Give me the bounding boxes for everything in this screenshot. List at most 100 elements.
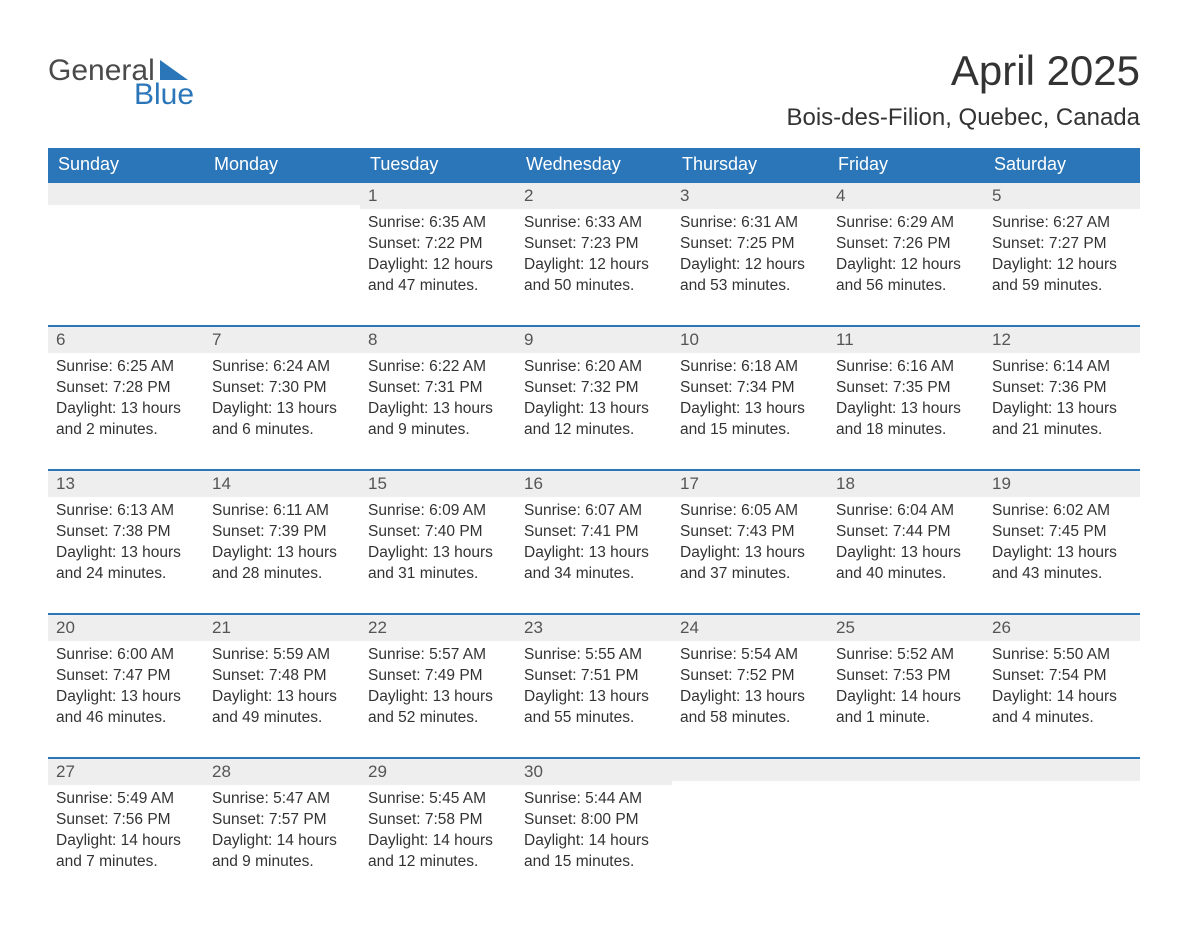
sunset-text: Sunset: 7:34 PM (680, 378, 820, 399)
day-number (672, 759, 828, 781)
sunset-text: Sunset: 7:35 PM (836, 378, 976, 399)
dow-thursday: Thursday (672, 148, 828, 182)
sunrise-text: Sunrise: 5:45 AM (368, 789, 508, 810)
day-number: 7 (204, 327, 360, 353)
calendar-day-cell (828, 758, 984, 902)
day-number: 13 (48, 471, 204, 497)
day-body: Sunrise: 5:45 AMSunset: 7:58 PMDaylight:… (360, 785, 516, 879)
calendar-page: General Blue April 2025 Bois-des-Filion,… (0, 0, 1188, 942)
sunrise-text: Sunrise: 5:59 AM (212, 645, 352, 666)
logo-text-blue: Blue (134, 78, 194, 110)
sunrise-text: Sunrise: 6:00 AM (56, 645, 196, 666)
daylight-text: Daylight: 13 hours and 40 minutes. (836, 543, 976, 585)
day-body: Sunrise: 6:00 AMSunset: 7:47 PMDaylight:… (48, 641, 204, 735)
day-body: Sunrise: 5:57 AMSunset: 7:49 PMDaylight:… (360, 641, 516, 735)
daylight-text: Daylight: 12 hours and 56 minutes. (836, 255, 976, 297)
day-number: 18 (828, 471, 984, 497)
calendar-day-cell: 10Sunrise: 6:18 AMSunset: 7:34 PMDayligh… (672, 326, 828, 470)
calendar-day-cell: 13Sunrise: 6:13 AMSunset: 7:38 PMDayligh… (48, 470, 204, 614)
sunrise-text: Sunrise: 5:47 AM (212, 789, 352, 810)
day-number: 5 (984, 183, 1140, 209)
calendar-day-cell: 19Sunrise: 6:02 AMSunset: 7:45 PMDayligh… (984, 470, 1140, 614)
calendar-week-row: 13Sunrise: 6:13 AMSunset: 7:38 PMDayligh… (48, 470, 1140, 614)
day-body: Sunrise: 6:04 AMSunset: 7:44 PMDaylight:… (828, 497, 984, 591)
day-body: Sunrise: 5:44 AMSunset: 8:00 PMDaylight:… (516, 785, 672, 879)
sunset-text: Sunset: 7:43 PM (680, 522, 820, 543)
daylight-text: Daylight: 12 hours and 47 minutes. (368, 255, 508, 297)
calendar-day-cell: 28Sunrise: 5:47 AMSunset: 7:57 PMDayligh… (204, 758, 360, 902)
calendar-day-cell: 26Sunrise: 5:50 AMSunset: 7:54 PMDayligh… (984, 614, 1140, 758)
day-body: Sunrise: 6:16 AMSunset: 7:35 PMDaylight:… (828, 353, 984, 447)
sunset-text: Sunset: 7:27 PM (992, 234, 1132, 255)
calendar-day-cell: 22Sunrise: 5:57 AMSunset: 7:49 PMDayligh… (360, 614, 516, 758)
calendar-day-cell: 16Sunrise: 6:07 AMSunset: 7:41 PMDayligh… (516, 470, 672, 614)
day-number (204, 183, 360, 205)
calendar-day-cell: 23Sunrise: 5:55 AMSunset: 7:51 PMDayligh… (516, 614, 672, 758)
day-number: 1 (360, 183, 516, 209)
day-number: 20 (48, 615, 204, 641)
day-number: 11 (828, 327, 984, 353)
day-body (672, 781, 828, 791)
sunrise-text: Sunrise: 5:52 AM (836, 645, 976, 666)
daylight-text: Daylight: 14 hours and 4 minutes. (992, 687, 1132, 729)
day-body: Sunrise: 6:35 AMSunset: 7:22 PMDaylight:… (360, 209, 516, 303)
daylight-text: Daylight: 12 hours and 59 minutes. (992, 255, 1132, 297)
sunset-text: Sunset: 7:26 PM (836, 234, 976, 255)
day-body: Sunrise: 6:18 AMSunset: 7:34 PMDaylight:… (672, 353, 828, 447)
calendar-week-row: 27Sunrise: 5:49 AMSunset: 7:56 PMDayligh… (48, 758, 1140, 902)
sunset-text: Sunset: 8:00 PM (524, 810, 664, 831)
sunset-text: Sunset: 7:56 PM (56, 810, 196, 831)
daylight-text: Daylight: 13 hours and 34 minutes. (524, 543, 664, 585)
day-number: 19 (984, 471, 1140, 497)
calendar-day-cell: 1Sunrise: 6:35 AMSunset: 7:22 PMDaylight… (360, 182, 516, 326)
sunrise-text: Sunrise: 5:57 AM (368, 645, 508, 666)
calendar-day-cell: 12Sunrise: 6:14 AMSunset: 7:36 PMDayligh… (984, 326, 1140, 470)
calendar-day-cell (204, 182, 360, 326)
sunrise-text: Sunrise: 6:09 AM (368, 501, 508, 522)
calendar-body: 1Sunrise: 6:35 AMSunset: 7:22 PMDaylight… (48, 182, 1140, 902)
sunset-text: Sunset: 7:36 PM (992, 378, 1132, 399)
calendar-day-cell: 7Sunrise: 6:24 AMSunset: 7:30 PMDaylight… (204, 326, 360, 470)
sunset-text: Sunset: 7:25 PM (680, 234, 820, 255)
day-body: Sunrise: 6:27 AMSunset: 7:27 PMDaylight:… (984, 209, 1140, 303)
daylight-text: Daylight: 13 hours and 37 minutes. (680, 543, 820, 585)
sunrise-text: Sunrise: 6:27 AM (992, 213, 1132, 234)
page-title: April 2025 (786, 50, 1140, 92)
sunrise-text: Sunrise: 6:31 AM (680, 213, 820, 234)
day-body: Sunrise: 6:11 AMSunset: 7:39 PMDaylight:… (204, 497, 360, 591)
sunrise-text: Sunrise: 5:49 AM (56, 789, 196, 810)
sunrise-text: Sunrise: 6:22 AM (368, 357, 508, 378)
day-number: 6 (48, 327, 204, 353)
day-body: Sunrise: 6:33 AMSunset: 7:23 PMDaylight:… (516, 209, 672, 303)
calendar-week-row: 1Sunrise: 6:35 AMSunset: 7:22 PMDaylight… (48, 182, 1140, 326)
day-body: Sunrise: 6:20 AMSunset: 7:32 PMDaylight:… (516, 353, 672, 447)
calendar-day-cell: 27Sunrise: 5:49 AMSunset: 7:56 PMDayligh… (48, 758, 204, 902)
sunrise-text: Sunrise: 6:33 AM (524, 213, 664, 234)
dow-monday: Monday (204, 148, 360, 182)
daylight-text: Daylight: 14 hours and 12 minutes. (368, 831, 508, 873)
sunrise-text: Sunrise: 6:07 AM (524, 501, 664, 522)
sunrise-text: Sunrise: 5:55 AM (524, 645, 664, 666)
daylight-text: Daylight: 14 hours and 15 minutes. (524, 831, 664, 873)
calendar-day-cell: 8Sunrise: 6:22 AMSunset: 7:31 PMDaylight… (360, 326, 516, 470)
sunset-text: Sunset: 7:22 PM (368, 234, 508, 255)
dow-sunday: Sunday (48, 148, 204, 182)
day-number: 23 (516, 615, 672, 641)
sunrise-text: Sunrise: 6:20 AM (524, 357, 664, 378)
sunset-text: Sunset: 7:53 PM (836, 666, 976, 687)
day-body: Sunrise: 6:31 AMSunset: 7:25 PMDaylight:… (672, 209, 828, 303)
calendar-day-cell: 3Sunrise: 6:31 AMSunset: 7:25 PMDaylight… (672, 182, 828, 326)
logo-triangle-icon (160, 60, 188, 80)
sunset-text: Sunset: 7:57 PM (212, 810, 352, 831)
calendar-day-cell (48, 182, 204, 326)
day-number: 24 (672, 615, 828, 641)
header: General Blue April 2025 Bois-des-Filion,… (48, 50, 1140, 144)
day-body (204, 205, 360, 215)
dow-tuesday: Tuesday (360, 148, 516, 182)
day-body: Sunrise: 5:55 AMSunset: 7:51 PMDaylight:… (516, 641, 672, 735)
daylight-text: Daylight: 13 hours and 2 minutes. (56, 399, 196, 441)
calendar-day-cell: 11Sunrise: 6:16 AMSunset: 7:35 PMDayligh… (828, 326, 984, 470)
day-number: 10 (672, 327, 828, 353)
sunrise-text: Sunrise: 6:24 AM (212, 357, 352, 378)
generalblue-logo-icon: General Blue (48, 50, 208, 110)
